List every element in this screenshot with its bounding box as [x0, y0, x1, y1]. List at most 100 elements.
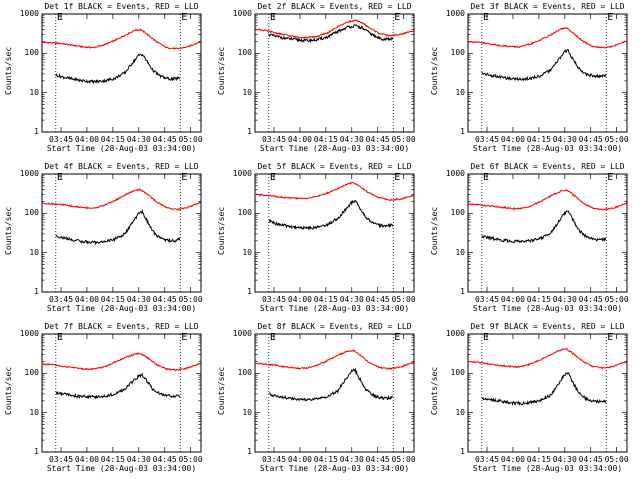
marker-label: E [482, 172, 489, 183]
y-tick-label: 100 [24, 208, 39, 218]
x-axis-label: Start Time (28-Aug-03 03:34:00) [472, 464, 623, 473]
plot-area [254, 173, 415, 293]
panel-det-3f: E E Det 3f BLACK = Events, RED = LLD 1 10 100… [426, 0, 639, 160]
x-tick-label: 04:00 [500, 455, 525, 464]
x-tick-label: 05:00 [391, 135, 416, 144]
panel-title: Det 7f BLACK = Events, RED = LLD [44, 322, 199, 331]
x-tick-label: 03:45 [474, 295, 500, 304]
panel-title: Det 4f BLACK = Events, RED = LLD [44, 162, 199, 171]
y-tick-label: 1000 [19, 169, 39, 178]
panel-title: Det 1f BLACK = Events, RED = LLD [44, 2, 199, 11]
plot-area [41, 333, 202, 453]
y-tick-label: 100 [450, 208, 465, 218]
panel-det-2f: E E Det 2f BLACK = Events, RED = LLD 1 10 100… [213, 0, 426, 160]
y-tick-label: 1 [460, 447, 465, 456]
y-tick-label: 1000 [445, 9, 465, 18]
x-tick-label: 04:45 [578, 455, 603, 464]
panel-det-8f: E E Det 8f BLACK = Events, RED = LLD 1 10 100… [213, 320, 426, 480]
marker-label: E [269, 172, 276, 183]
plot-area [254, 333, 415, 453]
y-axis-label: Counts/sec [4, 206, 13, 255]
marker-label: E [482, 332, 489, 343]
x-tick-label: 04:00 [500, 135, 525, 144]
panel-det-9f: E E Det 9f BLACK = Events, RED = LLD 1 10 100… [426, 320, 639, 480]
x-tick-label: 03:45 [474, 135, 500, 144]
y-tick-label: 1 [247, 127, 252, 136]
x-tick-label: 04:15 [313, 135, 338, 144]
y-tick-label: 1 [460, 287, 465, 296]
panel-title: Det 3f BLACK = Events, RED = LLD [470, 2, 625, 11]
marker-label: E [394, 332, 401, 343]
x-tick-label: 04:00 [287, 295, 312, 304]
series-events-line [55, 208, 181, 246]
x-tick-label: 04:30 [552, 455, 577, 464]
axes-frame [254, 13, 415, 133]
y-tick-label: 1000 [19, 329, 39, 338]
axes-frame [467, 13, 628, 133]
x-tick-label: 04:30 [552, 135, 577, 144]
panel-det-5f: E E Det 5f BLACK = Events, RED = LLD 1 10 100… [213, 160, 426, 320]
y-tick-label: 1 [460, 127, 465, 136]
axes-frame [254, 333, 415, 453]
x-tick-label: 03:45 [261, 135, 287, 144]
y-axis-label: Counts/sec [217, 366, 226, 415]
x-axis-label: Start Time (28-Aug-03 03:34:00) [472, 304, 623, 313]
marker-label: E [607, 332, 614, 343]
x-tick-label: 04:30 [126, 135, 151, 144]
y-tick-label: 1 [247, 287, 252, 296]
marker-label: E [269, 332, 276, 343]
x-tick-label: 05:00 [391, 295, 416, 304]
marker-label: E [181, 172, 188, 183]
series-events-line [481, 210, 607, 244]
x-tick-label: 04:45 [365, 455, 390, 464]
panel-title: Det 6f BLACK = Events, RED = LLD [470, 162, 625, 171]
x-axis-label: Start Time (28-Aug-03 03:34:00) [46, 304, 197, 313]
panel-title: Det 2f BLACK = Events, RED = LLD [257, 2, 412, 11]
axes-frame [467, 173, 628, 293]
marker-label: E [56, 332, 63, 343]
x-tick-label: 04:45 [152, 455, 177, 464]
plot-area [467, 13, 628, 133]
plot-area [467, 173, 628, 293]
marker-label: E [181, 12, 188, 23]
series-lld-line [254, 349, 414, 371]
x-tick-label: 04:15 [526, 455, 551, 464]
y-tick-label: 100 [24, 48, 39, 58]
y-tick-label: 10 [455, 407, 465, 417]
panel-det-4f: E E Det 4f BLACK = Events, RED = LLD 1 10 100… [0, 160, 213, 320]
y-tick-label: 10 [29, 247, 39, 257]
x-tick-label: 04:15 [526, 135, 551, 144]
panel-det-7f: E E Det 7f BLACK = Events, RED = LLD 1 10 100… [0, 320, 213, 480]
x-tick-label: 04:00 [74, 135, 99, 144]
panel-title: Det 9f BLACK = Events, RED = LLD [470, 322, 625, 331]
x-tick-label: 04:15 [313, 455, 338, 464]
x-axis-label: Start Time (28-Aug-03 03:34:00) [46, 144, 197, 153]
marker-label: E [181, 332, 188, 343]
y-tick-label: 10 [455, 87, 465, 97]
y-axis-label: Counts/sec [430, 206, 439, 255]
x-tick-label: 04:30 [339, 295, 364, 304]
panel-title: Det 5f BLACK = Events, RED = LLD [257, 162, 412, 171]
y-tick-label: 1 [34, 447, 39, 456]
x-tick-label: 04:00 [287, 135, 312, 144]
x-axis-label: Start Time (28-Aug-03 03:34:00) [472, 144, 623, 153]
marker-label: E [56, 12, 63, 23]
x-tick-label: 05:00 [604, 135, 629, 144]
x-tick-label: 04:00 [74, 295, 99, 304]
x-tick-label: 04:30 [126, 455, 151, 464]
x-tick-label: 04:15 [313, 295, 338, 304]
marker-label: E [394, 172, 401, 183]
y-axis-label: Counts/sec [430, 366, 439, 415]
y-tick-label: 100 [237, 48, 252, 58]
y-tick-label: 1 [247, 447, 252, 456]
x-tick-label: 05:00 [604, 295, 629, 304]
y-tick-label: 100 [450, 48, 465, 58]
series-lld-line [467, 26, 627, 49]
y-tick-label: 100 [237, 368, 252, 378]
series-events-line [268, 199, 394, 231]
y-tick-label: 1000 [232, 169, 252, 178]
x-axis-label: Start Time (28-Aug-03 03:34:00) [259, 464, 410, 473]
series-lld-line [41, 352, 201, 372]
x-tick-label: 03:45 [48, 295, 74, 304]
x-tick-label: 04:30 [339, 135, 364, 144]
